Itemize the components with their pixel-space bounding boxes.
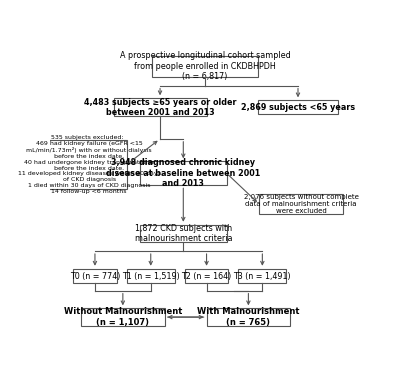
Text: With Malnourishment
(n = 765): With Malnourishment (n = 765)	[197, 307, 300, 327]
FancyBboxPatch shape	[127, 269, 175, 283]
FancyBboxPatch shape	[238, 269, 286, 283]
Text: 3,948 diagnosed chronic kidney
disease at baseline between 2001
and 2013: 3,948 diagnosed chronic kidney disease a…	[106, 158, 260, 188]
FancyBboxPatch shape	[140, 161, 227, 186]
FancyBboxPatch shape	[140, 225, 227, 242]
Text: 2,076 subjects without complete
data of malnourishment criteria
were excluded: 2,076 subjects without complete data of …	[244, 194, 358, 214]
FancyBboxPatch shape	[48, 139, 127, 189]
Text: 1,872 CKD subjects with
malnourishment criteria: 1,872 CKD subjects with malnourishment c…	[134, 224, 232, 243]
Text: 4,483 subjects ≥65 years or older
between 2001 and 2013: 4,483 subjects ≥65 years or older betwee…	[84, 98, 236, 117]
FancyBboxPatch shape	[259, 194, 343, 215]
FancyBboxPatch shape	[206, 308, 290, 326]
Text: 2,869 subjects <65 years: 2,869 subjects <65 years	[241, 103, 355, 112]
Text: A prospective longitudinal cohort sampled
from people enrolled in CKDBHPDH
(n = : A prospective longitudinal cohort sample…	[120, 51, 290, 81]
Text: T3 (n = 1,491): T3 (n = 1,491)	[234, 272, 291, 280]
Text: T2 (n = 164): T2 (n = 164)	[182, 272, 232, 280]
Text: Without Malnourishment
(n = 1,107): Without Malnourishment (n = 1,107)	[64, 307, 182, 327]
FancyBboxPatch shape	[114, 98, 206, 117]
FancyBboxPatch shape	[152, 56, 258, 77]
Text: 535 subjects excluded:
  469 had kidney failure (eGFR <15
  mL/min/1.73m²) with : 535 subjects excluded: 469 had kidney fa…	[14, 135, 161, 194]
Text: T0 (n = 774): T0 (n = 774)	[70, 272, 120, 280]
Text: T1 (n = 1,519): T1 (n = 1,519)	[122, 272, 180, 280]
FancyBboxPatch shape	[81, 308, 165, 326]
FancyBboxPatch shape	[258, 100, 338, 114]
FancyBboxPatch shape	[185, 269, 228, 283]
FancyBboxPatch shape	[73, 269, 117, 283]
